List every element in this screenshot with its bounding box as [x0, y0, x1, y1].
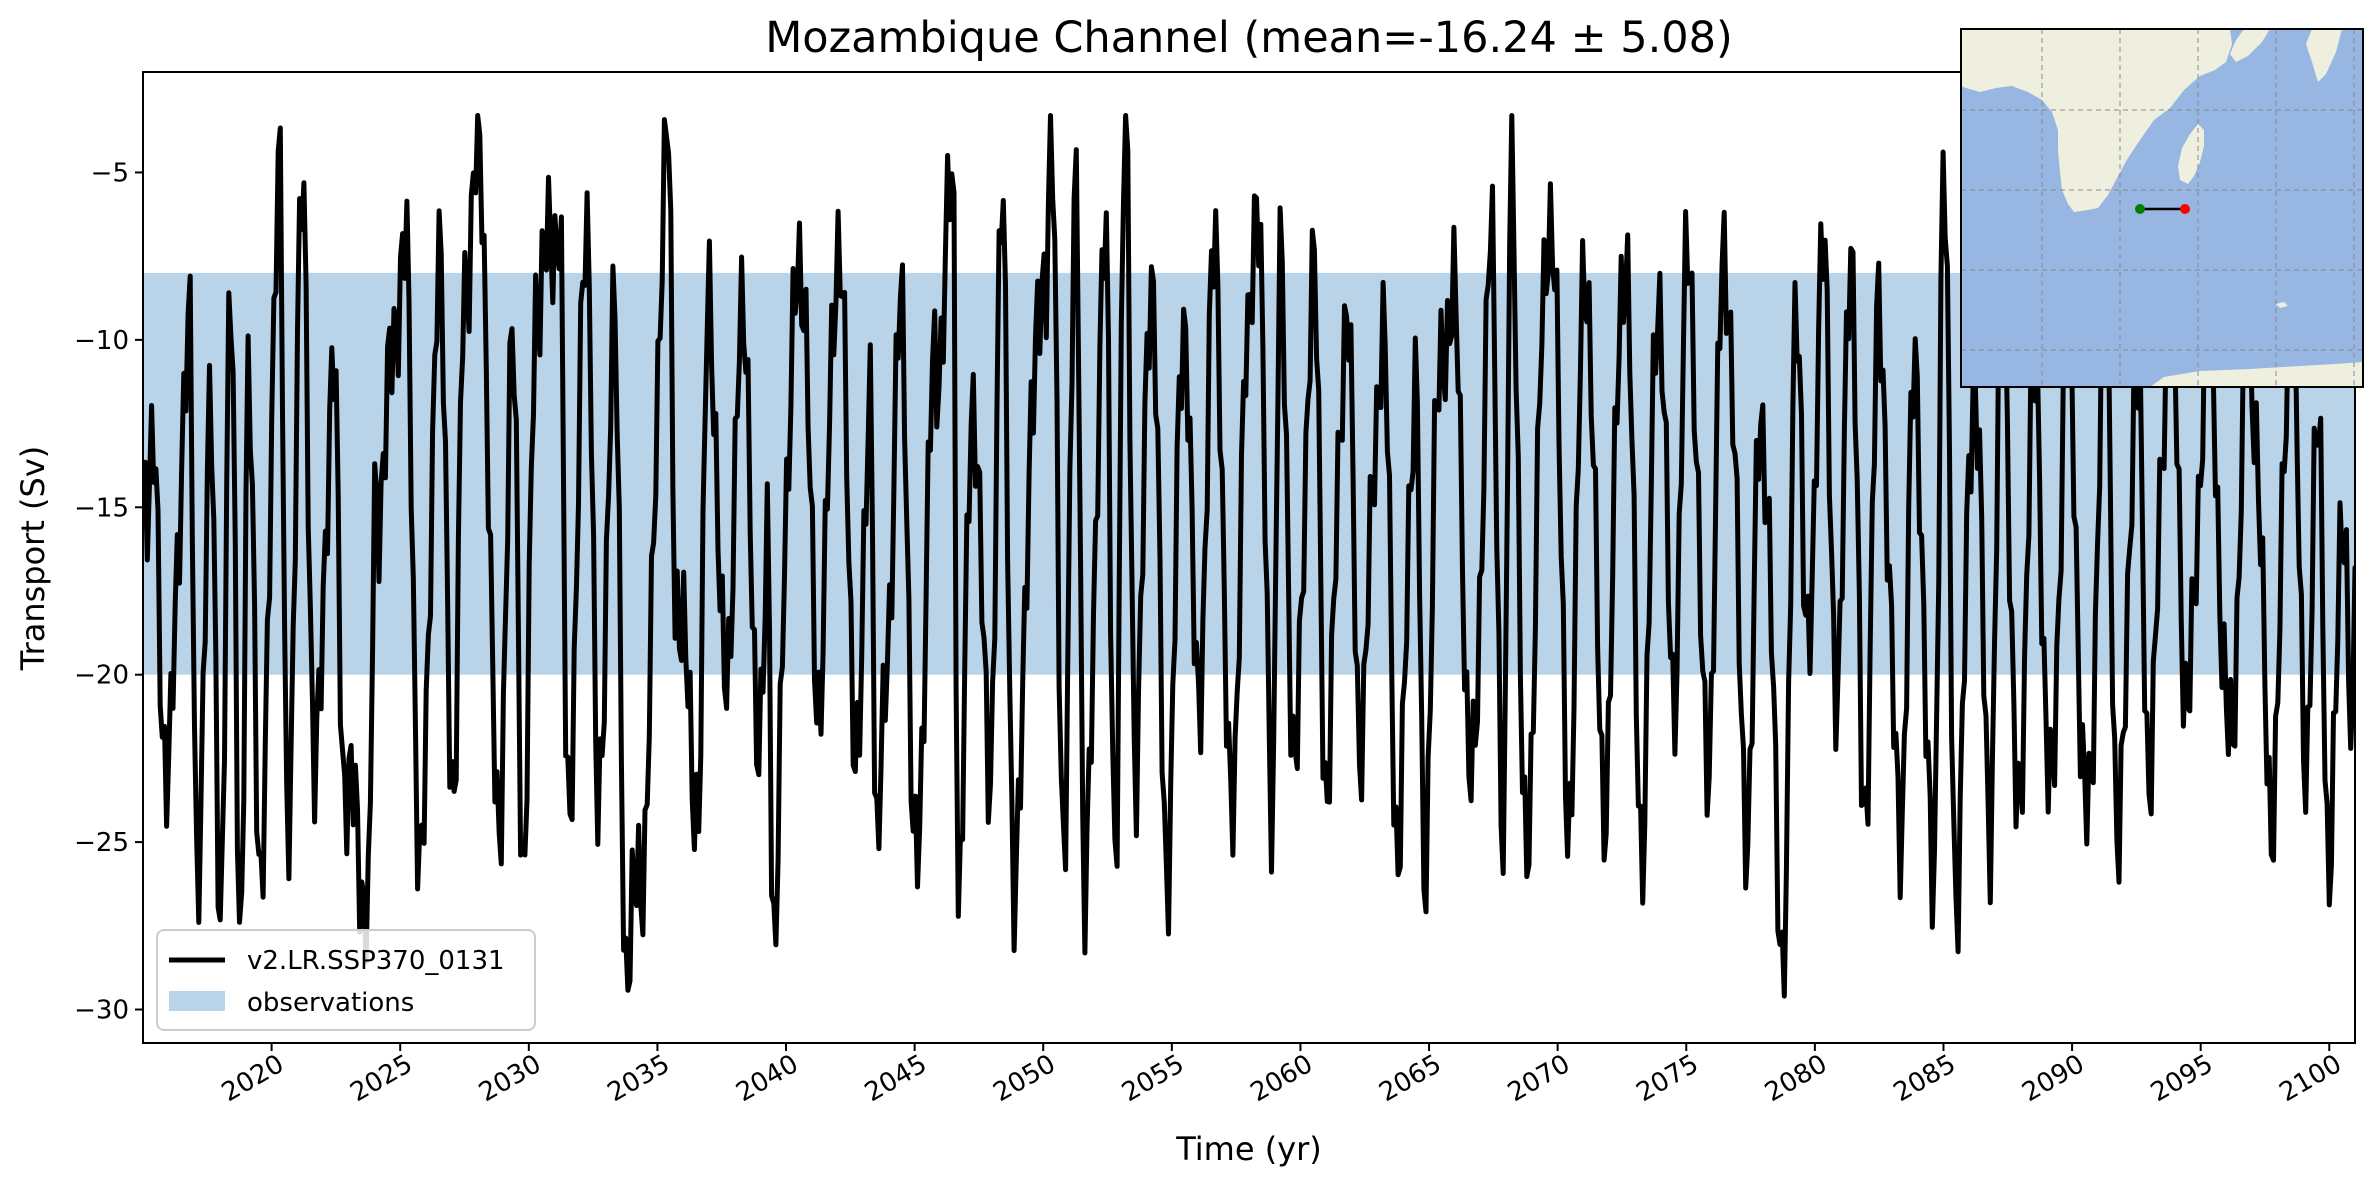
- x-tick-label-2030: 2030: [474, 1049, 546, 1108]
- x-axis-ticks: 2020 2025 2030 2035 2040 2045 2050 2055 2060 2065…: [217, 1043, 2347, 1108]
- x-tick-label-2095: 2095: [2146, 1049, 2218, 1108]
- x-axis-label: Time (yr): [1175, 1130, 1322, 1168]
- map-land-island: [2276, 302, 2288, 308]
- y-axis-ticks: −5 −10 −15 −20 −25 −30: [74, 158, 143, 1026]
- x-tick-label-2040: 2040: [731, 1049, 803, 1108]
- map-land-africa: [1961, 29, 2232, 212]
- legend-label-series: v2.LR.SSP370_0131: [247, 946, 505, 976]
- plot-frame: [142, 71, 2356, 1044]
- legend-label-observations: observations: [247, 988, 414, 1018]
- x-tick-label-2045: 2045: [860, 1049, 932, 1108]
- map-land-india: [2306, 29, 2342, 82]
- x-tick-label-2090: 2090: [2017, 1049, 2089, 1108]
- y-axis-label: Transport (Sv): [14, 446, 52, 672]
- x-tick-label-2075: 2075: [1631, 1049, 1703, 1108]
- map-section-start-marker: [2135, 204, 2145, 214]
- map-land-arabia: [2230, 29, 2270, 62]
- legend: v2.LR.SSP370_0131 observations: [156, 929, 536, 1031]
- chart-title: Mozambique Channel (mean=-16.24 ± 5.08): [765, 13, 1733, 63]
- map-gridlines: [1961, 29, 2363, 387]
- x-tick-label-2065: 2065: [1374, 1049, 1446, 1108]
- x-tick-label-2020: 2020: [217, 1049, 289, 1108]
- legend-band-swatch: [169, 991, 225, 1011]
- x-tick-label-2070: 2070: [1503, 1049, 1575, 1108]
- x-tick-label-2060: 2060: [1246, 1049, 1318, 1108]
- x-tick-label-2055: 2055: [1117, 1049, 1189, 1108]
- map-section-end-marker: [2180, 204, 2190, 214]
- x-tick-label-2100: 2100: [2274, 1049, 2346, 1108]
- x-tick-label-2025: 2025: [345, 1049, 417, 1108]
- map-frame: [1960, 28, 2364, 388]
- legend-box: [156, 929, 536, 1031]
- x-tick-label-2035: 2035: [603, 1049, 675, 1108]
- y-tick-label--25: −25: [74, 828, 129, 858]
- series-line-v2-lr-ssp370-0131: [143, 113, 2355, 999]
- y-tick-label--15: −15: [74, 493, 129, 523]
- x-tick-label-2080: 2080: [1760, 1049, 1832, 1108]
- y-tick-label--20: −20: [74, 661, 129, 691]
- y-tick-label--30: −30: [74, 996, 129, 1026]
- x-tick-label-2050: 2050: [988, 1049, 1060, 1108]
- x-tick-label-2085: 2085: [1889, 1049, 1961, 1108]
- y-tick-label--10: −10: [74, 326, 129, 356]
- inset-map: [1960, 28, 2364, 388]
- map-land-antarctica: [2150, 362, 2363, 387]
- y-tick-label--5: −5: [91, 158, 129, 188]
